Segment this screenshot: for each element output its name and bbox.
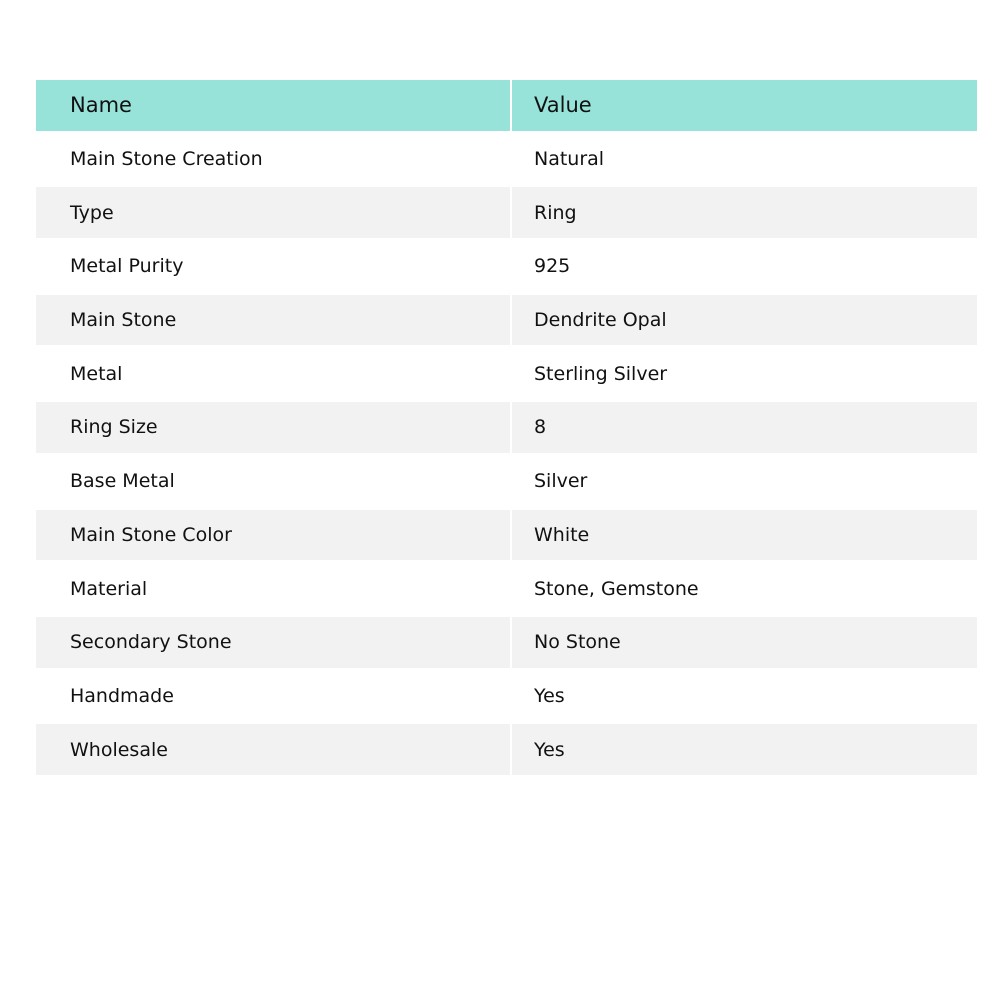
table-row: Ring Size 8 [36, 399, 977, 456]
header-name: Name [36, 77, 512, 134]
cell-value: Sterling Silver [511, 345, 977, 403]
cell-name: Main Stone [36, 291, 512, 349]
table-row: Material Stone, Gemstone [36, 560, 977, 617]
cell-name: Material [36, 560, 512, 617]
cell-name: Handmade [36, 667, 512, 725]
cell-name: Wholesale [36, 721, 512, 778]
table-row: Wholesale Yes [36, 721, 977, 778]
cell-value: Yes [511, 667, 977, 725]
cell-value: No Stone [511, 613, 977, 671]
cell-value: White [511, 506, 977, 564]
cell-name: Ring Size [36, 399, 512, 456]
table-row: Main Stone Color White [36, 506, 977, 564]
table-row: Type Ring [36, 184, 977, 242]
cell-name: Main Stone Creation [36, 130, 512, 188]
table-row: Base Metal Silver [36, 452, 977, 510]
cell-value: Ring [511, 184, 977, 242]
specifications-table: Name Value Main Stone Creation Natural Typ… [36, 77, 977, 778]
table-row: Metal Sterling Silver [36, 345, 977, 403]
header-value: Value [511, 77, 977, 134]
cell-value: Natural [511, 130, 977, 188]
cell-name: Main Stone Color [36, 506, 512, 564]
cell-value: 8 [511, 399, 977, 456]
header-row: Name Value [36, 77, 977, 134]
cell-name: Secondary Stone [36, 613, 512, 671]
cell-value: Yes [511, 721, 977, 778]
cell-name: Base Metal [36, 452, 512, 510]
table-row: Metal Purity 925 [36, 238, 977, 295]
cell-name: Metal Purity [36, 238, 512, 295]
cell-name: Metal [36, 345, 512, 403]
cell-value: Silver [511, 452, 977, 510]
cell-value: Dendrite Opal [511, 291, 977, 349]
table-row: Main Stone Dendrite Opal [36, 291, 977, 349]
table-row: Main Stone Creation Natural [36, 130, 977, 188]
cell-value: Stone, Gemstone [511, 560, 977, 617]
table-row: Secondary Stone No Stone [36, 613, 977, 671]
table-row: Handmade Yes [36, 667, 977, 725]
cell-name: Type [36, 184, 512, 242]
cell-value: 925 [511, 238, 977, 295]
